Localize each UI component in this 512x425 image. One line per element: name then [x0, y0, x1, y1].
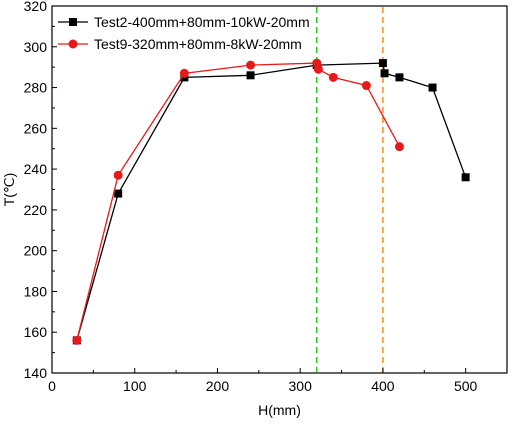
y-tick-label: 180: [24, 283, 48, 299]
series-0-point: [461, 173, 470, 182]
series-1-point: [328, 72, 338, 82]
legend-marker-test9: [68, 39, 78, 49]
x-tick-label: 200: [206, 378, 230, 394]
legend: Test2-400mm+80mm-10kW-20mm Test9-320mm+8…: [58, 14, 310, 52]
y-tick-label: 300: [24, 39, 48, 55]
y-tick-label: 240: [24, 161, 48, 177]
series-0-point: [114, 189, 123, 198]
series-0-point: [380, 69, 389, 78]
legend-label-test9: Test9-320mm+80mm-8kW-20mm: [94, 36, 302, 52]
x-tick-label: 0: [48, 378, 56, 394]
legend-marker-test2: [69, 18, 77, 26]
y-tick-label: 140: [24, 365, 48, 381]
y-tick-label: 220: [24, 202, 48, 218]
y-tick-label: 200: [24, 243, 48, 259]
x-tick-label: 500: [454, 378, 478, 394]
series-1-point: [72, 335, 82, 345]
y-tick-label: 280: [24, 80, 48, 96]
x-tick-label: 100: [123, 378, 147, 394]
ticks-layer: 0 100 200 300 400 500 140 160 180 200 220 240 260 280…: [24, 0, 478, 394]
x-tick-label: 300: [289, 378, 313, 394]
reference-lines: [315, 7, 384, 372]
series-0-point: [246, 71, 255, 80]
y-axis-title: T(℃): [1, 173, 17, 207]
y-tick-label: 160: [24, 324, 48, 340]
series-line-0: [76, 62, 467, 341]
series-1-point: [361, 81, 371, 91]
series-0-point: [378, 59, 387, 68]
series-1-point: [313, 64, 323, 74]
series-0-point: [428, 83, 437, 92]
series-layer: [72, 58, 470, 345]
series-1-point: [179, 68, 189, 78]
series-1-point: [113, 170, 123, 180]
series-1-point: [394, 142, 404, 152]
series-0-point: [395, 73, 404, 82]
legend-label-test2: Test2-400mm+80mm-10kW-20mm: [94, 14, 310, 30]
x-tick-label: 400: [371, 378, 395, 394]
y-tick-label: 260: [24, 120, 48, 136]
y-tick-label: 320: [24, 0, 48, 14]
x-axis-title: H(mm): [258, 402, 301, 418]
series-line-1: [76, 62, 401, 341]
series-1-point: [246, 60, 256, 70]
